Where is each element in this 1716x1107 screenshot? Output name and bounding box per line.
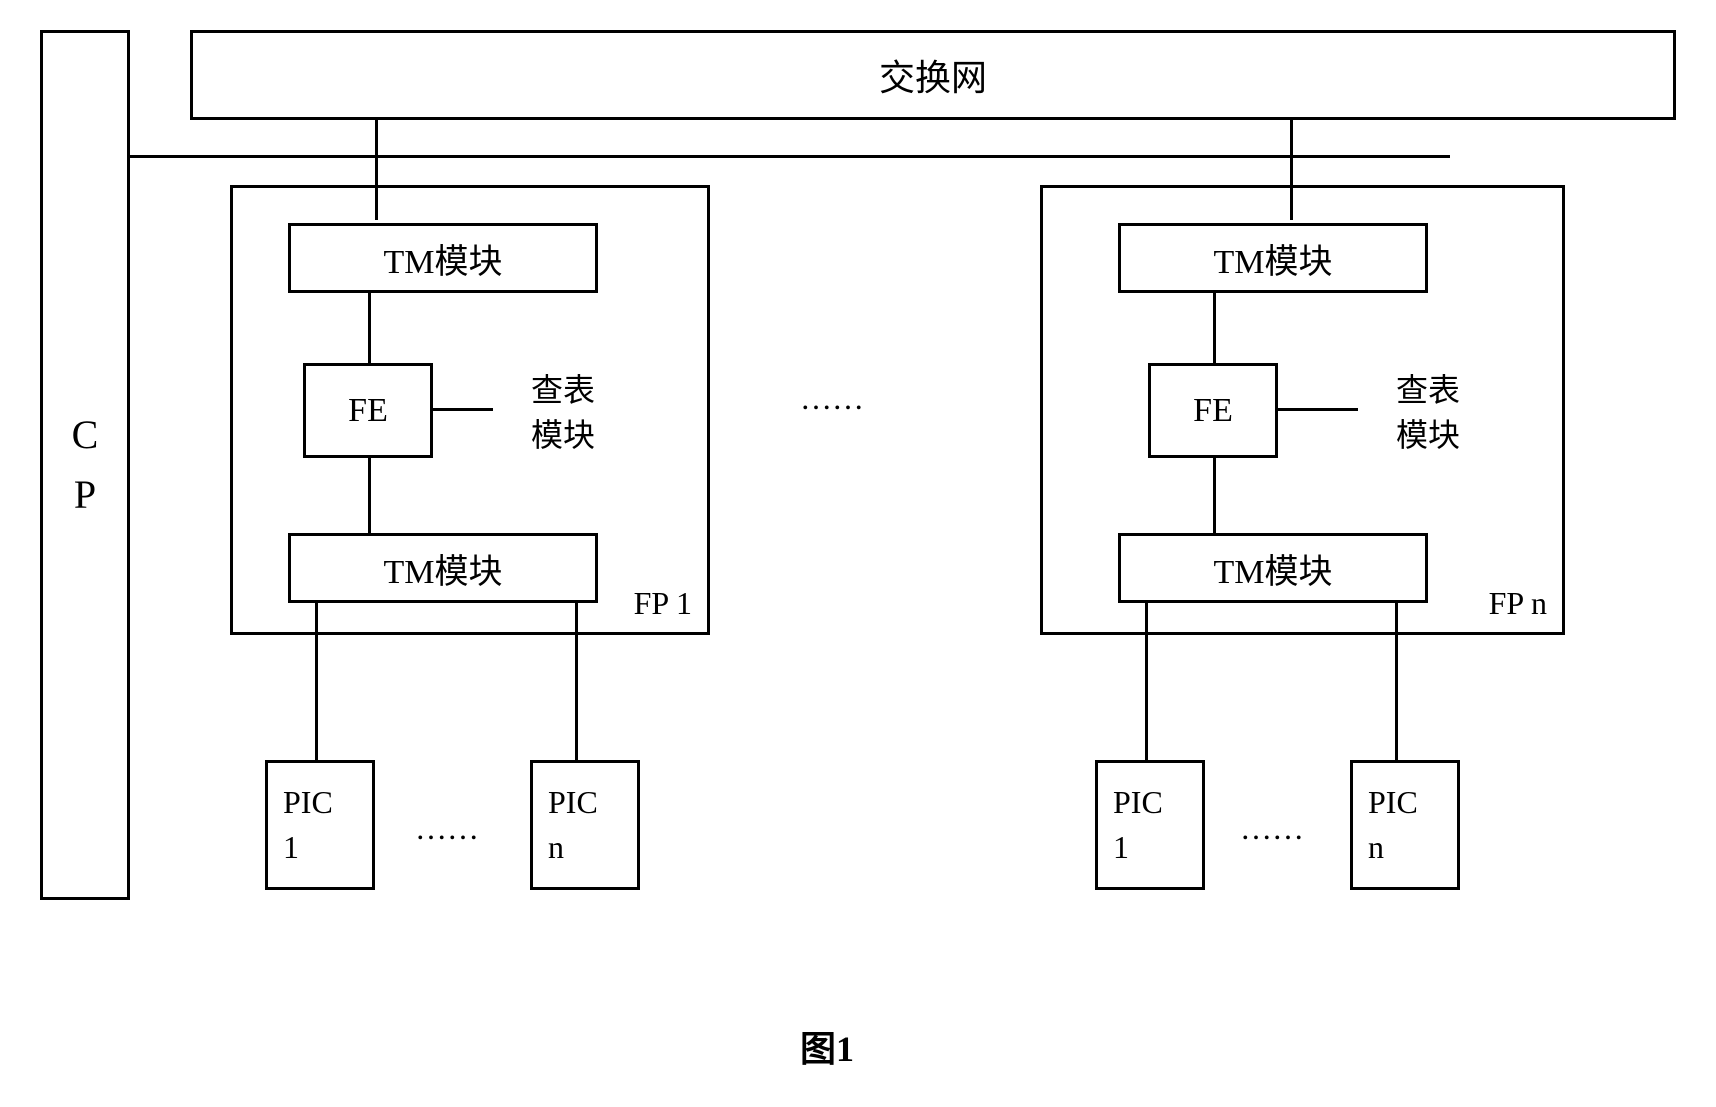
fp1-line-tm-fe (368, 293, 371, 363)
fp1-line-fe-tm (368, 458, 371, 533)
cp-block: C P (40, 30, 130, 900)
fpn-label: FP n (1489, 585, 1547, 622)
fp1-pic-last: PIC n (530, 760, 640, 890)
fpn-tm-bottom-label: TM模块 (1214, 544, 1333, 593)
fpn-line-tm-pic1 (1145, 600, 1148, 760)
fpn-pic-ellipsis: …… (1240, 810, 1304, 847)
fp1-pic1-l2: 1 (283, 825, 299, 870)
fpn-line-fe-tm (1213, 458, 1216, 533)
fpn-lookup-l2: 模块 (1396, 413, 1460, 458)
fp1-picn-l2: n (548, 825, 564, 870)
figure-label: 图1 (800, 1020, 854, 1072)
cp-label-c: C (72, 405, 99, 465)
line-switch-fp1 (375, 120, 378, 220)
fp1-pic1-l1: PIC (283, 780, 333, 825)
switch-network-label: 交换网 (879, 49, 987, 101)
fpn-line-fe-lookup (1278, 408, 1358, 411)
fp1-container: FP 1 TM模块 FE 查表 模块 TM模块 (230, 185, 710, 635)
fp1-line-tm-pic1 (315, 600, 318, 760)
fp1-tm-top: TM模块 (288, 223, 598, 293)
fp1-fe-label: FE (348, 392, 388, 430)
fpn-line-tm-fe (1213, 293, 1216, 363)
fp1-lookup: 查表 模块 (503, 358, 623, 468)
fpn-tm-top: TM模块 (1118, 223, 1428, 293)
fp1-line-fe-lookup (433, 408, 493, 411)
cp-bus-line (130, 155, 1450, 158)
fpn-picn-l1: PIC (1368, 780, 1418, 825)
fpn-fe-label: FE (1193, 392, 1233, 430)
fp1-lookup-l2: 模块 (531, 413, 595, 458)
fpn-lookup: 查表 模块 (1368, 358, 1488, 468)
fp1-line-tm-picn (575, 600, 578, 760)
fp1-fe: FE (303, 363, 433, 458)
cp-label-p: P (74, 465, 96, 525)
fp1-tm-top-label: TM模块 (384, 234, 503, 283)
fp1-tm-bottom: TM模块 (288, 533, 598, 603)
fp1-picn-l1: PIC (548, 780, 598, 825)
fpn-pic1-l2: 1 (1113, 825, 1129, 870)
switch-network-block: 交换网 (190, 30, 1676, 120)
fpn-pic1-l1: PIC (1113, 780, 1163, 825)
fpn-container: FP n TM模块 FE 查表 模块 TM模块 (1040, 185, 1565, 635)
fpn-line-tm-picn (1395, 600, 1398, 760)
fpn-picn-l2: n (1368, 825, 1384, 870)
fpn-fe: FE (1148, 363, 1278, 458)
fp1-label: FP 1 (634, 585, 692, 622)
fpn-pic-last: PIC n (1350, 760, 1460, 890)
fp1-pic-first: PIC 1 (265, 760, 375, 890)
fp1-tm-bottom-label: TM模块 (384, 544, 503, 593)
fpn-lookup-l1: 查表 (1396, 368, 1460, 413)
fp1-pic-ellipsis: …… (415, 810, 479, 847)
line-switch-fpn (1290, 120, 1293, 220)
architecture-diagram: C P 交换网 FP 1 TM模块 FE 查表 模块 TM模块 (40, 30, 1676, 1077)
fpn-tm-top-label: TM模块 (1214, 234, 1333, 283)
fp-ellipsis: …… (800, 380, 864, 417)
fpn-pic-first: PIC 1 (1095, 760, 1205, 890)
fp1-lookup-l1: 查表 (531, 368, 595, 413)
fpn-tm-bottom: TM模块 (1118, 533, 1428, 603)
